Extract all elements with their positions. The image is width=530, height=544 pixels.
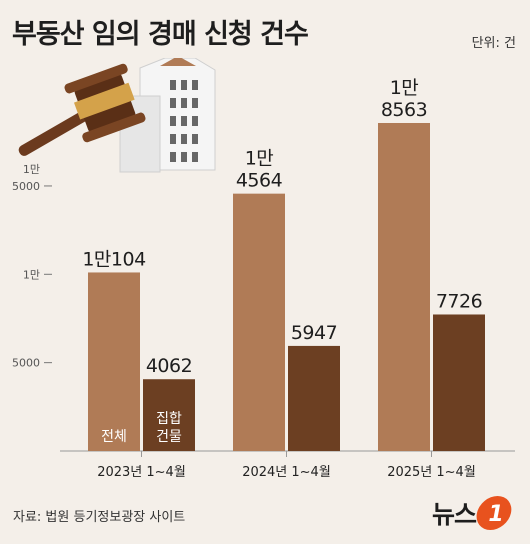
bar-total — [378, 122, 430, 451]
logo-mark-icon: 1 — [476, 496, 512, 530]
data-label: 1만 4564 — [236, 148, 283, 192]
y-tick-label: 1만 — [23, 268, 40, 281]
gavel-building-illustration — [18, 58, 216, 173]
bar-collective — [433, 314, 485, 451]
bar-collective — [288, 345, 340, 451]
x-tick-label: 2023년 1~4월 — [97, 465, 186, 480]
bar-collective — [143, 379, 195, 451]
y-tick-label: 1만 5000 — [12, 163, 40, 193]
news1-logo: 뉴스 1 — [432, 494, 516, 532]
data-label: 5947 — [291, 322, 337, 344]
svg-text:1: 1 — [488, 502, 503, 527]
bar-total — [233, 193, 285, 451]
data-label: 1만104 — [82, 248, 146, 270]
x-tick-label: 2024년 1~4월 — [242, 465, 331, 480]
series-label: 집합 건물 — [156, 411, 182, 445]
data-label: 4062 — [146, 355, 192, 377]
gavel-icon — [18, 63, 146, 156]
unit-label: 단위: 건 — [471, 36, 516, 51]
data-label: 7726 — [436, 290, 482, 312]
logo-text: 뉴스 — [431, 500, 477, 529]
bar-total — [88, 272, 140, 451]
y-tick-label: 5000 — [12, 357, 40, 370]
apartment-building-icon — [119, 58, 216, 173]
chart-title: 부동산 임의 경매 신청 건수 — [12, 19, 309, 50]
series-label: 전체 — [101, 429, 127, 445]
source-note: 자료: 법원 등기정보광장 사이트 — [13, 510, 186, 525]
x-tick-label: 2025년 1~4월 — [387, 465, 476, 480]
data-label: 1만 8563 — [381, 77, 427, 121]
